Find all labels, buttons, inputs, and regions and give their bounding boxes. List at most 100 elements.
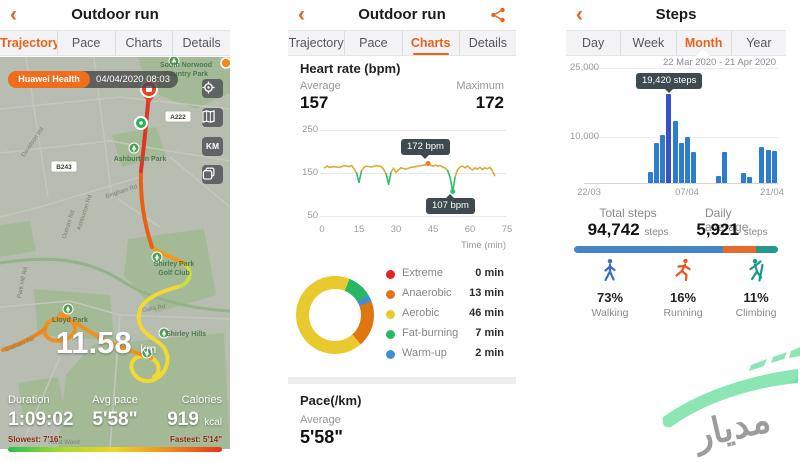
legend-value: 7 min (475, 327, 504, 339)
steps-bar-day-10 (648, 172, 653, 184)
legend-value: 2 min (475, 347, 504, 359)
tab-pace[interactable]: Pace (344, 31, 401, 55)
date-range: 22 Mar 2020 - 21 Apr 2020 (663, 57, 776, 68)
tab-trajectory[interactable]: Trajectory (288, 31, 344, 55)
legend-row-warm-up: Warm-up 2 min (386, 346, 504, 362)
tab-charts[interactable]: Charts (115, 31, 173, 55)
legend-label: Fat-burning (402, 327, 458, 339)
tab-trajectory[interactable]: Trajectory (0, 31, 57, 55)
hr-zones-donut[interactable] (296, 276, 374, 354)
hr-xtick: 0 (319, 224, 324, 235)
poi-dot (221, 58, 230, 68)
running-stat: 16% Running (653, 258, 713, 319)
activity-split-bar (574, 246, 778, 253)
legend-label: Warm-up (402, 347, 447, 359)
stat-duration: Duration 1:09:02 (8, 394, 82, 431)
maximum-label: Maximum (456, 80, 504, 92)
steps-bar-day-22 (722, 152, 727, 183)
steps-bar-day-29 (766, 150, 771, 183)
share-icon[interactable] (490, 7, 506, 23)
hr-xtick: 60 (465, 224, 476, 235)
total-steps-label: Total steps (599, 206, 656, 220)
steps-bar-day-16 (685, 137, 690, 183)
legend-label: Aerobic (402, 307, 439, 319)
pace-heading: Pace(/km) (300, 393, 361, 408)
page-title: Outdoor run (288, 6, 516, 23)
steps-bar-day-11 (654, 143, 659, 183)
layers-icon (202, 167, 215, 180)
selected-tab-caret (696, 49, 710, 56)
steps-bar-day-15 (679, 143, 684, 183)
tab-year[interactable]: Year (731, 31, 786, 55)
steps-ytick-25000: 25,000 (570, 62, 600, 73)
steps-ytick-10000: 10,000 (570, 131, 600, 142)
legend-dot (386, 310, 395, 319)
map-icon (202, 110, 215, 123)
slowest-label: Slowest: 7'16" (8, 435, 62, 444)
hr-xtick: 75 (502, 224, 513, 235)
tab-details[interactable]: Details (172, 31, 230, 55)
legend-row-fat-burning: Fat-burning 7 min (386, 326, 504, 342)
map-mode-button[interactable] (202, 108, 223, 127)
header: ‹ Outdoor run (0, 0, 230, 30)
km-unit-button[interactable]: KM (202, 137, 223, 156)
legend-row-anaerobic: Anaerobic 13 min (386, 286, 504, 302)
legend-dot (386, 330, 395, 339)
header: ‹ Steps (566, 0, 786, 30)
pace-average-value: 5'58" (300, 427, 343, 448)
legal-link[interactable]: Legal (6, 455, 23, 462)
climbing-icon (745, 258, 767, 282)
time-axis-label: Time (min) (461, 240, 506, 251)
layers-button[interactable] (202, 165, 223, 184)
distance-value: 11.58 km (0, 325, 212, 361)
split-segment-walking (574, 246, 723, 253)
steps-bar-day-21 (716, 176, 721, 183)
locate-button[interactable] (202, 79, 223, 98)
steps-bar-day-17 (691, 152, 696, 183)
steps-xtick: 22/03 (577, 187, 601, 198)
tab-day[interactable]: Day (566, 31, 620, 55)
page-title: Outdoor run (0, 6, 230, 23)
hr-xtick: 45 (428, 224, 439, 235)
pace-average-label: Average (300, 414, 341, 426)
steps-bar-day-14 (673, 121, 678, 183)
steps-tooltip: 19,420 steps (636, 73, 702, 89)
tab-details[interactable]: Details (459, 31, 516, 55)
split-segment-climbing (756, 246, 778, 253)
legend-row-extreme: Extreme 0 min (386, 266, 504, 282)
legend-value: 0 min (475, 267, 504, 279)
tab-charts[interactable]: Charts (402, 31, 459, 55)
hr-min-tooltip: 107 bpm (426, 198, 475, 214)
locate-icon (202, 81, 215, 94)
tab-week[interactable]: Week (620, 31, 675, 55)
legend-value: 13 min (469, 287, 504, 299)
svg-text:Shirley Park: Shirley Park (154, 261, 195, 268)
hr-xtick: 30 (391, 224, 402, 235)
svg-text:Golf Club: Golf Club (158, 270, 190, 277)
split-segment-running (723, 246, 756, 253)
svg-text:Ashburton Park: Ashburton Park (114, 156, 167, 163)
walking-icon (599, 258, 621, 282)
page-title: Steps (566, 6, 786, 23)
hr-xtick: 15 (354, 224, 365, 235)
running-icon (672, 258, 694, 282)
steps-bar-day-13 (666, 94, 671, 183)
heart-rate-chart[interactable] (288, 110, 516, 230)
steps-bar-day-26 (747, 177, 752, 183)
fastest-label: Fastest: 5'14" (170, 435, 222, 444)
legend-label: Anaerobic (402, 287, 452, 299)
walking-stat: 73% Walking (580, 258, 640, 319)
daily-average-value: 5,921 steps (696, 220, 767, 240)
tab-pace[interactable]: Pace (57, 31, 115, 55)
legend-label: Extreme (402, 267, 443, 279)
svg-text:B243: B243 (56, 164, 72, 171)
legend-dot (386, 350, 395, 359)
steps-xtick: 07/04 (675, 187, 699, 198)
section-divider (288, 377, 516, 384)
